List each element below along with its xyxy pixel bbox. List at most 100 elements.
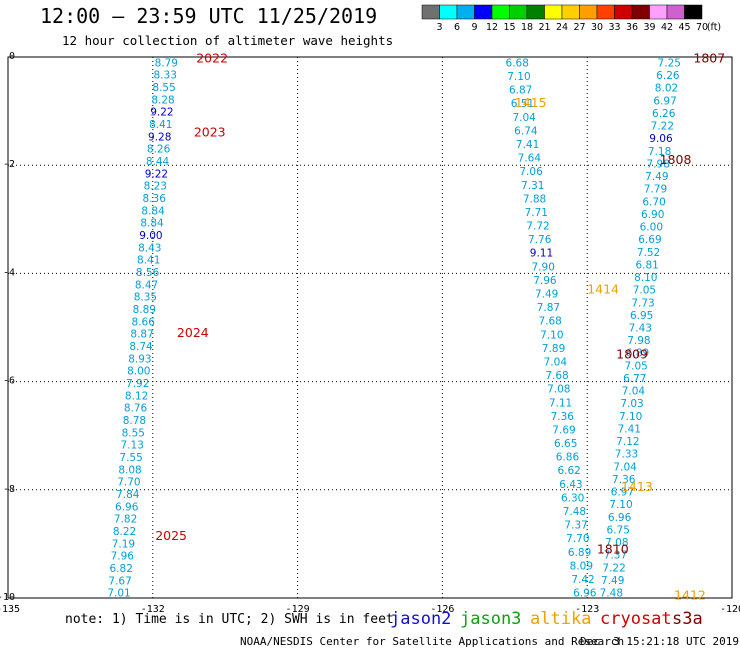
wave-height-label: 6.82 xyxy=(110,563,133,575)
x-tick-label: -126 xyxy=(430,604,454,615)
wave-height-label: 8.89 xyxy=(133,304,156,316)
wave-height-label: 6.00 xyxy=(640,222,663,234)
wave-height-label: 6.97 xyxy=(653,95,676,107)
wave-height-label: 7.37 xyxy=(604,550,627,562)
wave-height-label: 6.95 xyxy=(630,310,653,322)
wave-height-label: 6.97 xyxy=(611,487,634,499)
wave-height-label: 8.79 xyxy=(155,57,178,69)
pass-number-label: 2022 xyxy=(196,51,228,66)
pass-number-label: 2023 xyxy=(194,125,226,140)
wave-height-label: 7.04 xyxy=(544,356,568,368)
wave-height-label: 8.28 xyxy=(151,94,174,106)
wave-height-label: 7.73 xyxy=(631,297,654,309)
colorbar-swatch xyxy=(561,4,580,20)
wave-height-label: 9.22 xyxy=(150,107,173,119)
colorbar-swatch xyxy=(579,4,598,20)
wave-height-label: 7.70 xyxy=(566,533,589,545)
colorbar-label: 24 xyxy=(556,22,568,33)
chart-title: 12:00 – 23:59 UTC 11/25/2019 xyxy=(40,4,378,28)
wave-height-label: 7.04 xyxy=(512,112,536,124)
wave-height-label: 8.33 xyxy=(154,70,177,82)
wave-height-label: 7.13 xyxy=(121,440,144,452)
legend-s3a: s3a xyxy=(672,609,703,629)
wave-height-label: 6.26 xyxy=(652,108,676,120)
pass-number-label: 1810 xyxy=(597,541,629,556)
wave-height-label: 7.03 xyxy=(620,398,643,410)
wave-height-label: 7.48 xyxy=(563,506,586,518)
pass-number-label: 2025 xyxy=(155,528,187,543)
colorbar-label: 15 xyxy=(503,22,515,33)
legend-jason3: jason3 xyxy=(460,609,522,629)
wave-height-label: 7.64 xyxy=(518,153,542,165)
y-tick-label: -6 xyxy=(3,376,15,387)
wave-height-label: 8.12 xyxy=(125,390,148,402)
wave-height-label: 6.89 xyxy=(626,348,649,360)
wave-height-label: 8.78 xyxy=(123,415,146,427)
wave-height-label: 6.62 xyxy=(557,465,580,477)
wave-height-label: 8.08 xyxy=(118,464,141,476)
wave-height-label: 9.06 xyxy=(649,133,673,145)
colorbar-swatch xyxy=(649,4,668,20)
wave-height-label: 6.43 xyxy=(559,479,582,491)
wave-height-label: 7.41 xyxy=(516,139,539,151)
wave-height-label: 6.74 xyxy=(514,125,538,137)
colorbar-label: 27 xyxy=(573,22,585,33)
wave-height-label: 8.55 xyxy=(152,82,175,94)
wave-height-label: 6.96 xyxy=(115,501,139,513)
wave-height-label: 8.23 xyxy=(144,181,167,193)
wave-height-label: 7.79 xyxy=(644,184,667,196)
colorbar-label: 45 xyxy=(678,22,690,33)
wave-height-label: 7.49 xyxy=(601,575,624,587)
wave-height-label: 8.36 xyxy=(143,193,167,205)
y-tick-label: -4 xyxy=(3,267,15,278)
credit-date: Dec 3 15:21:18 UTC 2019 xyxy=(580,635,739,648)
wave-height-label: 7.68 xyxy=(545,370,568,382)
wave-height-label: 8.47 xyxy=(135,279,158,291)
colorbar-swatch xyxy=(614,4,633,20)
colorbar-label: 18 xyxy=(521,22,533,33)
wave-height-label: 7.08 xyxy=(605,537,628,549)
wave-height-label: 8.22 xyxy=(113,526,136,538)
wave-height-label: 7.92 xyxy=(126,378,149,390)
wave-height-label: 7.49 xyxy=(535,289,558,301)
wave-height-label: 8.84 xyxy=(140,218,164,230)
wave-height-label: 7.08 xyxy=(547,384,570,396)
legend-jason2: jason2 xyxy=(390,609,452,629)
colorbar-swatch xyxy=(421,4,440,20)
wave-height-label: 7.43 xyxy=(629,323,652,335)
wave-height-label: 9.11 xyxy=(530,248,553,260)
wave-height-label: 6.81 xyxy=(635,259,658,271)
wave-height-label: 6.68 xyxy=(506,57,529,69)
wave-height-label: 7.22 xyxy=(651,121,674,133)
wave-height-label: 7.98 xyxy=(627,335,650,347)
y-tick-label: 0 xyxy=(9,51,15,62)
wave-height-label: 9.22 xyxy=(145,168,168,180)
wave-height-label: 6.51 xyxy=(511,98,534,110)
wave-height-label: 7.06 xyxy=(519,166,543,178)
wave-height-label: 7.10 xyxy=(609,499,632,511)
wave-height-label: 6.26 xyxy=(656,70,680,82)
pass-number-label: 1412 xyxy=(674,587,706,602)
wave-height-label: 7.10 xyxy=(507,71,530,83)
x-tick-label: -129 xyxy=(286,604,310,615)
wave-height-label: 6.90 xyxy=(641,209,664,221)
colorbar-label: 3 xyxy=(436,22,442,33)
wave-height-label: 7.89 xyxy=(542,343,565,355)
colorbar-swatch xyxy=(544,4,563,20)
wave-height-label: 7.76 xyxy=(528,234,552,246)
pass-number-label: 1413 xyxy=(621,479,653,494)
wave-height-label: 7.36 xyxy=(551,411,575,423)
colorbar-label: 36 xyxy=(626,22,638,33)
wave-height-label: 8.10 xyxy=(634,272,657,284)
colorbar-label: 33 xyxy=(608,22,620,33)
wave-height-label: 6.87 xyxy=(509,85,532,97)
x-tick-label: -120 xyxy=(720,604,740,615)
colorbar-swatch xyxy=(526,4,545,20)
colorbar-label: 39 xyxy=(643,22,655,33)
wave-height-label: 7.98 xyxy=(647,158,670,170)
wave-height-label: 8.09 xyxy=(570,560,593,572)
colorbar-swatch xyxy=(631,4,650,20)
wave-height-label: 7.82 xyxy=(114,514,137,526)
wave-height-label: 8.26 xyxy=(147,144,171,156)
colorbar-swatch xyxy=(509,4,528,20)
